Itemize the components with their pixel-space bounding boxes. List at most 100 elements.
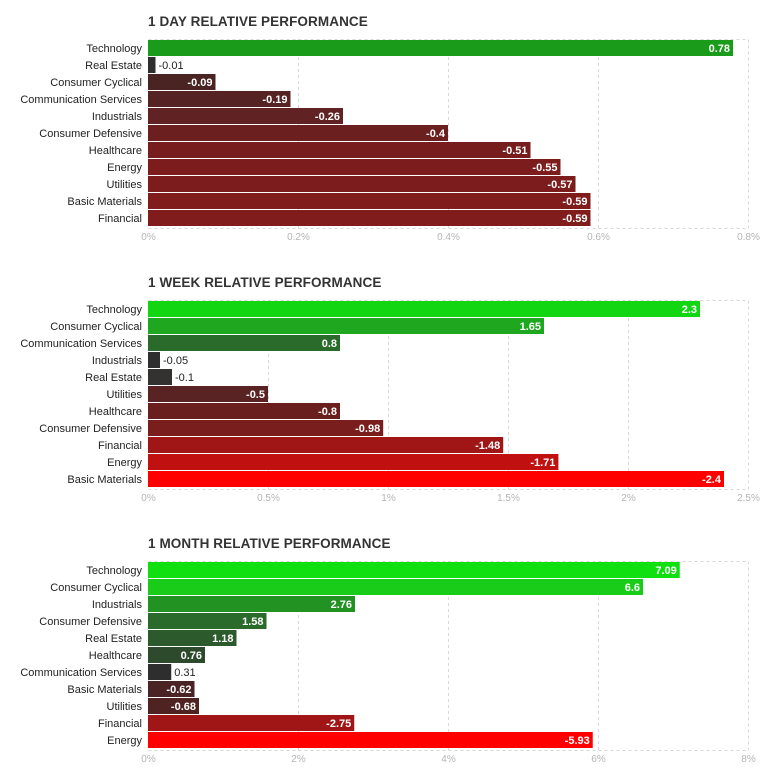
value-label: -0.55: [532, 162, 557, 174]
category-label: Communication Services: [20, 667, 142, 679]
category-label: Communication Services: [20, 338, 142, 350]
category-label: Consumer Defensive: [39, 423, 142, 435]
bar: [148, 647, 205, 663]
x-tick-label: 0%: [141, 754, 156, 765]
x-tick-label: 1%: [381, 493, 396, 504]
value-label: -0.19: [262, 94, 287, 106]
value-label: 0.31: [174, 667, 195, 679]
value-label: -0.01: [159, 60, 184, 72]
bar: [148, 698, 199, 714]
bar: [148, 142, 531, 158]
value-label: -0.1: [175, 372, 194, 384]
bar: [148, 176, 576, 192]
bar: [148, 596, 355, 612]
category-label: Financial: [98, 440, 142, 452]
value-label: -0.5: [246, 389, 265, 401]
bar: [148, 318, 544, 334]
category-label: Technology: [86, 565, 142, 577]
value-label: 0.76: [181, 650, 202, 662]
chart-panel-1-month: 1 MONTH RELATIVE PERFORMANCE 0% 2% 4% 6% 8% T…: [0, 536, 782, 776]
category-label: Consumer Cyclical: [50, 321, 142, 333]
x-tick-label: 1.5%: [497, 493, 520, 504]
bar: [148, 40, 733, 56]
category-label: Financial: [98, 213, 142, 225]
bar-chart-1-day: 0% 0.2% 0.4% 0.6% 0.8% Technology 0.78 Real Est…: [20, 39, 760, 243]
bar: [148, 630, 237, 646]
value-label: 7.09: [655, 565, 676, 577]
x-tick-label: 0%: [141, 493, 156, 504]
category-label: Energy: [107, 735, 142, 747]
value-label: -0.62: [166, 684, 191, 696]
category-label: Financial: [98, 718, 142, 730]
value-label: 0.78: [709, 43, 730, 55]
bar: [148, 210, 591, 226]
category-label: Real Estate: [85, 633, 142, 645]
bar: [148, 159, 561, 175]
value-label: -0.51: [502, 145, 527, 157]
bar: [148, 74, 216, 90]
bar: [148, 193, 591, 209]
bar-chart-1-week: 0% 0.5% 1% 1.5% 2% 2.5% Technology 2.3 Consumer …: [20, 300, 760, 504]
value-label: -0.57: [547, 179, 572, 191]
category-label: Energy: [107, 162, 142, 174]
bar: [148, 454, 559, 470]
category-label: Technology: [86, 43, 142, 55]
value-label: -0.26: [315, 111, 340, 123]
value-label: 1.65: [520, 321, 541, 333]
bar: [148, 471, 724, 487]
category-label: Consumer Cyclical: [50, 582, 142, 594]
bar: [148, 125, 448, 141]
bar: [148, 613, 267, 629]
value-label: -0.4: [426, 128, 446, 140]
x-tick-label: 2.5%: [737, 493, 760, 504]
category-label: Real Estate: [85, 372, 142, 384]
bar: [148, 562, 680, 578]
category-label: Industrials: [92, 111, 143, 123]
bar: [148, 403, 340, 419]
chart-title: 1 MONTH RELATIVE PERFORMANCE: [148, 536, 391, 551]
x-tick-label: 2%: [291, 754, 306, 765]
category-label: Utilities: [107, 389, 143, 401]
value-label: 0.8: [322, 338, 337, 350]
bar: [148, 579, 643, 595]
bar: [148, 715, 355, 731]
category-label: Healthcare: [89, 145, 142, 157]
category-label: Basic Materials: [67, 474, 142, 486]
value-label: -0.8: [318, 406, 337, 418]
value-label: -5.93: [565, 735, 590, 747]
x-tick-label: 0%: [141, 232, 156, 243]
category-label: Communication Services: [20, 94, 142, 106]
value-label: -0.59: [562, 213, 587, 225]
category-label: Healthcare: [89, 406, 142, 418]
chart-title: 1 DAY RELATIVE PERFORMANCE: [148, 14, 368, 29]
value-label: -0.09: [187, 77, 212, 89]
x-tick-label: 0.4%: [437, 232, 460, 243]
value-label: 6.6: [625, 582, 640, 594]
category-label: Consumer Defensive: [39, 616, 142, 628]
category-label: Technology: [86, 304, 142, 316]
chart-panel-1-day: 1 DAY RELATIVE PERFORMANCE 0% 0.2% 0.4% 0.6…: [0, 14, 782, 254]
bar: [148, 108, 343, 124]
bar: [148, 732, 593, 748]
x-tick-label: 0.6%: [587, 232, 610, 243]
category-label: Energy: [107, 457, 142, 469]
category-label: Utilities: [107, 179, 143, 191]
bar: [148, 301, 700, 317]
value-label: -0.68: [171, 701, 196, 713]
bar: [148, 386, 268, 402]
x-tick-label: 0.2%: [287, 232, 310, 243]
x-tick-label: 6%: [591, 754, 606, 765]
category-label: Basic Materials: [67, 196, 142, 208]
value-label: -0.05: [163, 355, 188, 367]
value-label: -2.4: [702, 474, 722, 486]
category-label: Industrials: [92, 355, 143, 367]
value-label: -0.98: [355, 423, 380, 435]
category-label: Utilities: [107, 701, 143, 713]
bar: [148, 369, 172, 385]
value-label: 1.58: [242, 616, 263, 628]
value-label: 1.18: [212, 633, 233, 645]
x-tick-label: 4%: [441, 754, 456, 765]
bar: [148, 335, 340, 351]
bar: [148, 664, 172, 680]
category-label: Basic Materials: [67, 684, 142, 696]
